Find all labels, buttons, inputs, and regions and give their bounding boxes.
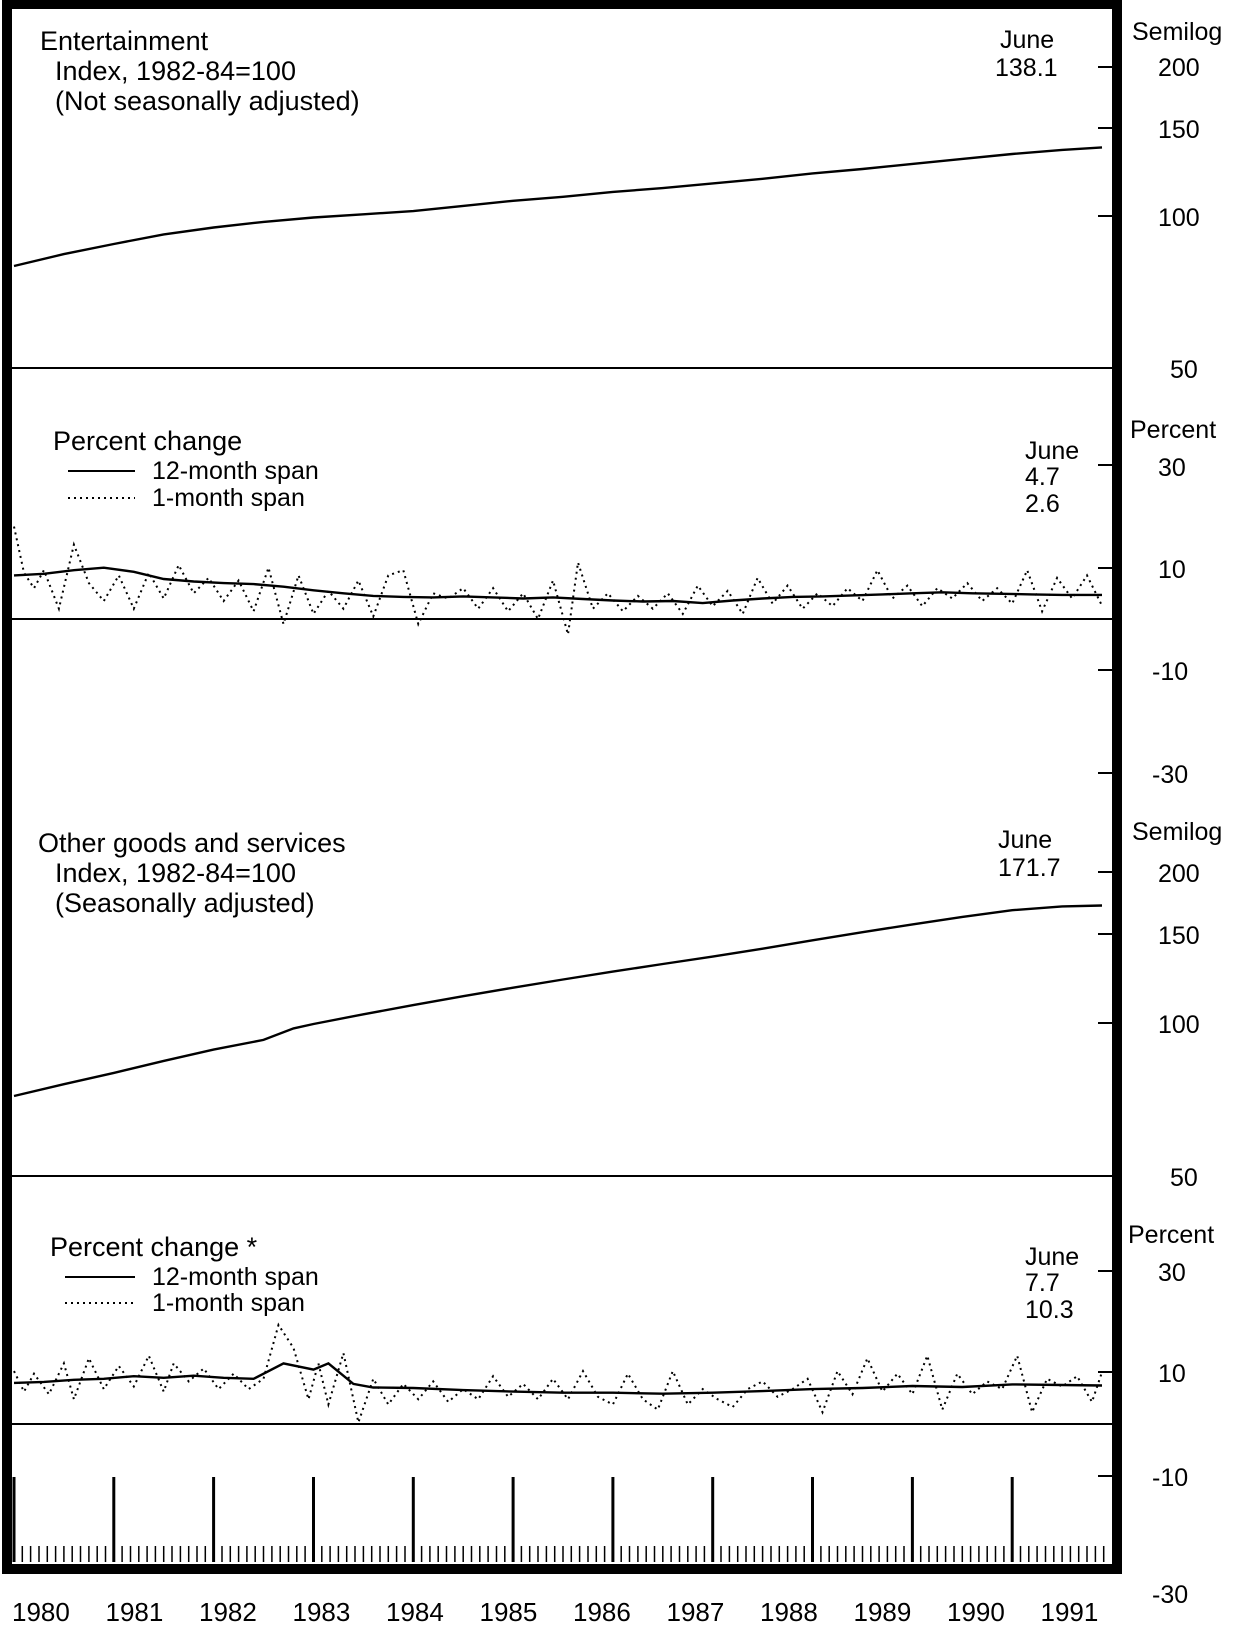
x-year-label: 1991 <box>1041 1597 1099 1627</box>
x-year-label: 1983 <box>293 1597 351 1627</box>
ytick-label: 150 <box>1158 922 1200 950</box>
entertainment_pct-1-month-line <box>13 526 1103 635</box>
entertainment_index-index-line <box>13 146 1103 268</box>
right-axis-ticks-top <box>1098 66 1117 774</box>
ytick-label: 200 <box>1158 54 1200 82</box>
series-layer <box>13 146 1103 1427</box>
panel-title-percent-change: Percent change <box>53 426 242 456</box>
latest-month-label: June <box>1025 1243 1079 1271</box>
ytick-label: -30 <box>1152 761 1188 789</box>
panel-title-other-goods: Other goods and services <box>38 828 346 858</box>
panel-subtitle: Index, 1982-84=100 <box>55 858 296 888</box>
scale-label-percent-top: Percent <box>1130 416 1216 444</box>
latest-value-label: 10.3 <box>1025 1296 1074 1324</box>
ytick-label: 100 <box>1158 1011 1200 1039</box>
x-axis-labels: 1980 1981 1982 1983 1984 1985 1986 1987 1988 1989… <box>12 1597 1098 1627</box>
latest-value-label: 171.7 <box>998 854 1061 882</box>
scale-label-semilog-top: Semilog <box>1132 18 1222 46</box>
panel-title-percent-change: Percent change * <box>50 1232 258 1262</box>
ytick-label: 30 <box>1158 1259 1186 1287</box>
ytick-label: 50 <box>1170 1164 1198 1192</box>
ytick-label: -30 <box>1152 1581 1188 1609</box>
latest-value-label: 2.6 <box>1025 490 1060 518</box>
legend-label-1-month: 1-month span <box>152 1289 305 1317</box>
x-year-label: 1989 <box>854 1597 912 1627</box>
ytick-label: 30 <box>1158 454 1186 482</box>
legend-label-1-month: 1-month span <box>152 484 305 512</box>
entertainment_pct-12-month-line <box>13 566 1102 605</box>
plot-frame <box>2 0 1122 1574</box>
latest-month-label: June <box>1025 437 1079 465</box>
ytick-label: 100 <box>1158 204 1200 232</box>
ytick-label: 200 <box>1158 860 1200 888</box>
x-axis-ticks <box>12 1477 1105 1562</box>
ytick-label: -10 <box>1152 1464 1188 1492</box>
other_goods_pct-12-month-line <box>13 1362 1103 1395</box>
ytick-label: 10 <box>1158 556 1186 584</box>
panel-title-entertainment: Entertainment <box>40 26 209 56</box>
scale-label-semilog-bottom: Semilog <box>1132 818 1222 846</box>
legend-label-12-month: 12-month span <box>152 457 319 485</box>
x-year-label: 1990 <box>947 1597 1005 1627</box>
latest-month-label: June <box>998 826 1052 854</box>
ytick-label: 150 <box>1158 116 1200 144</box>
latest-value-label: 4.7 <box>1025 463 1060 491</box>
panel-note: (Not seasonally adjusted) <box>55 86 360 116</box>
ytick-label: -10 <box>1152 658 1188 686</box>
x-year-label: 1982 <box>199 1597 257 1627</box>
latest-value-label: 7.7 <box>1025 1269 1060 1297</box>
panel-subtitle: Index, 1982-84=100 <box>55 56 296 86</box>
x-year-label: 1984 <box>386 1597 444 1627</box>
x-year-label: 1986 <box>573 1597 631 1627</box>
latest-month-label: June <box>1000 26 1054 54</box>
x-year-label: 1988 <box>760 1597 818 1627</box>
ytick-label: 50 <box>1170 356 1198 384</box>
legend-label-12-month: 12-month span <box>152 1263 319 1291</box>
scale-label-percent-bottom: Percent <box>1128 1221 1214 1249</box>
ytick-label: 10 <box>1158 1360 1186 1388</box>
latest-value-label: 138.1 <box>995 54 1058 82</box>
panel-note: (Seasonally adjusted) <box>55 888 315 918</box>
other_goods_pct-1-month-line <box>13 1322 1103 1427</box>
other_goods_index-index-line <box>13 904 1103 1098</box>
right-axis-ticks-bottom <box>1098 871 1117 1477</box>
x-year-label: 1980 <box>12 1597 70 1627</box>
x-year-label: 1985 <box>480 1597 538 1627</box>
x-year-label: 1981 <box>106 1597 164 1627</box>
x-year-label: 1987 <box>667 1597 725 1627</box>
